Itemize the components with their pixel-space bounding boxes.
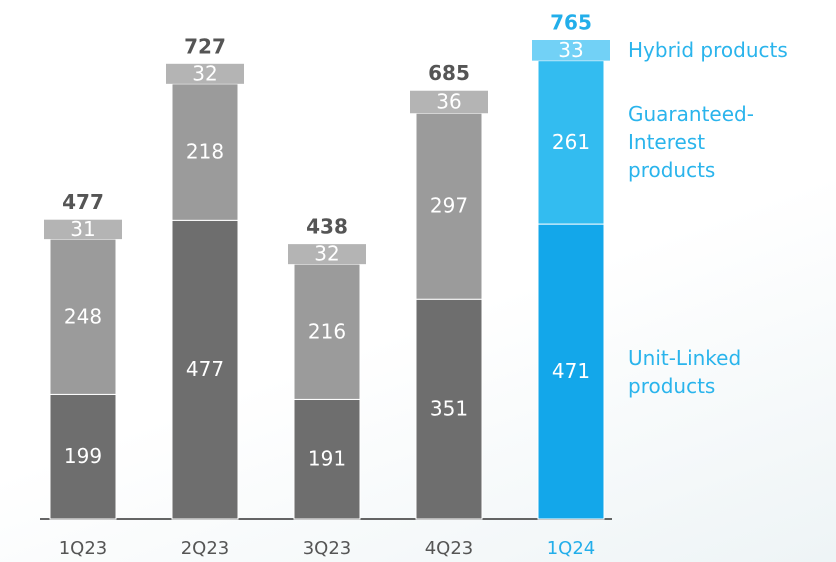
bar-segment xyxy=(44,219,122,240)
bar-segment xyxy=(410,90,488,114)
bar-segment xyxy=(288,244,366,265)
segment-label: 36 xyxy=(436,89,461,113)
segment-label: 32 xyxy=(314,242,339,266)
bar-segment xyxy=(49,238,117,395)
segment-label: 191 xyxy=(308,447,346,471)
segment-label: 216 xyxy=(308,319,346,343)
legend-label: Unit-Linked products xyxy=(628,345,742,398)
segment-label: 199 xyxy=(64,444,102,468)
total-label: 685 xyxy=(428,61,470,85)
bar-segment xyxy=(49,393,117,520)
bar-segment xyxy=(537,60,605,225)
bar-segment xyxy=(415,112,483,300)
x-tick-label: 1Q24 xyxy=(547,538,596,559)
x-tick-label: 2Q23 xyxy=(181,538,230,559)
legend-label: Guaranteed-Interest products xyxy=(628,102,754,183)
segment-label: 477 xyxy=(186,357,224,381)
segment-label: 297 xyxy=(430,194,468,218)
segment-label: 218 xyxy=(186,140,224,164)
bar-segment xyxy=(532,40,610,61)
segment-label: 31 xyxy=(70,217,95,241)
total-label: 438 xyxy=(306,215,348,239)
total-label: 727 xyxy=(184,34,226,58)
bar-segment xyxy=(171,219,239,520)
segment-label: 248 xyxy=(64,304,102,328)
bar-segment xyxy=(293,263,361,400)
x-tick-label: 1Q23 xyxy=(59,538,108,559)
segment-label: 32 xyxy=(192,61,217,85)
x-tick-label: 3Q23 xyxy=(303,538,352,559)
bar-segment xyxy=(166,63,244,84)
legend-label: Hybrid products xyxy=(628,38,788,63)
segment-label: 351 xyxy=(430,397,468,421)
segment-label: 33 xyxy=(558,38,583,62)
bar-segment xyxy=(415,298,483,520)
segment-label: 261 xyxy=(552,130,590,154)
total-label: 477 xyxy=(62,190,104,214)
bar-segment xyxy=(171,83,239,221)
segment-label: 471 xyxy=(552,359,590,383)
total-label: 765 xyxy=(550,11,592,35)
x-tick-label: 4Q23 xyxy=(425,538,474,559)
bar-segment xyxy=(537,223,605,520)
bar-segment xyxy=(293,398,361,520)
